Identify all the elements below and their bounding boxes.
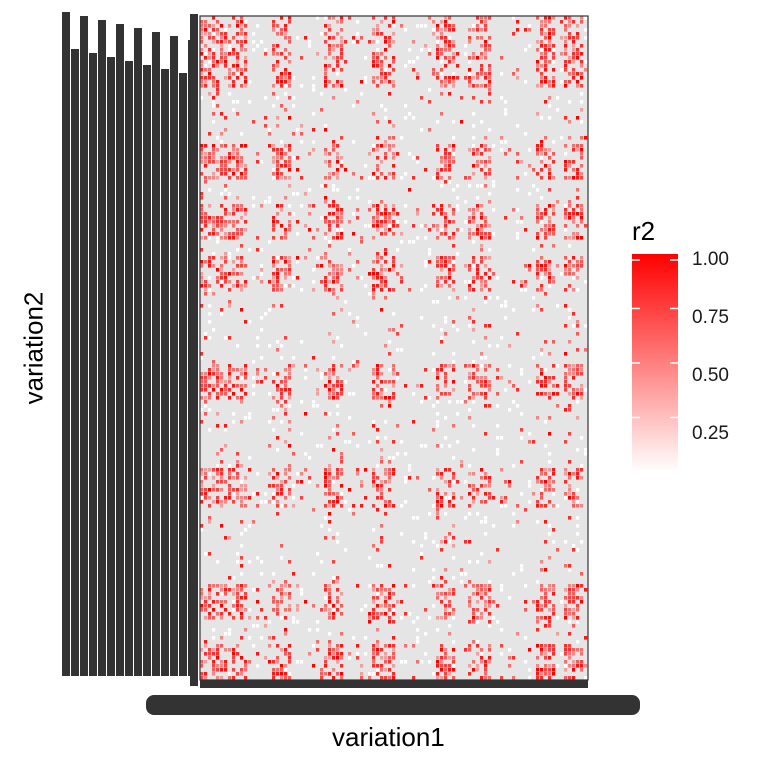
y-tick-label-overlap	[125, 61, 133, 676]
legend-title: r2	[632, 216, 656, 246]
y-tick-label-overlap	[143, 65, 151, 676]
y-tick-label-overlap	[116, 24, 124, 676]
legend-colorbar	[632, 254, 678, 472]
heatmap-cells	[200, 16, 588, 680]
legend-label-0-75: 0.75	[692, 307, 729, 328]
x-tick-labels	[146, 680, 640, 715]
heatmap-panel-background	[200, 16, 588, 680]
y-axis-title: variation2	[18, 291, 49, 405]
y-tick-label-overlap	[152, 32, 160, 676]
colorbar-ticks	[632, 259, 678, 419]
y-tick-labels	[62, 12, 198, 686]
x-tick-label-overlap	[146, 695, 640, 715]
legend-label-0-25: 0.25	[692, 423, 729, 444]
y-tick-label-overlap	[80, 16, 88, 676]
y-tick-marks	[190, 14, 198, 686]
y-tick-label-overlap	[179, 73, 187, 676]
y-tick-label-overlap	[161, 69, 169, 676]
y-tick-label-overlap	[62, 12, 70, 676]
heatmap-cell-group	[200, 16, 588, 680]
x-tick-marks	[200, 680, 588, 688]
y-tick-label-overlap	[107, 57, 115, 676]
legend-label-0-50: 0.50	[692, 365, 729, 386]
y-tick-label-overlap	[134, 28, 142, 676]
x-axis-title: variation1	[332, 722, 445, 752]
legend-label-1-00: 1.00	[692, 249, 729, 270]
y-tick-label-overlap	[89, 53, 97, 676]
y-tick-label-overlap	[98, 20, 106, 676]
y-tick-label-overlap	[71, 49, 79, 676]
heatmap-panel-border	[199, 15, 589, 681]
y-tick-label-overlap	[170, 36, 178, 676]
